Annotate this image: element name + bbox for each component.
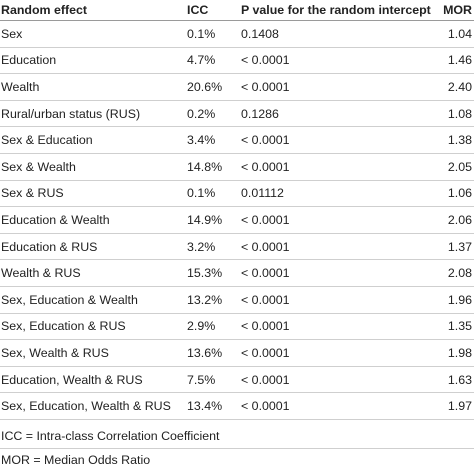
cell-icc: 15.3%	[184, 259, 238, 287]
cell-icc: 13.6%	[184, 339, 238, 367]
cell-random-effect: Sex & Wealth	[0, 153, 184, 181]
cell-p-value: < 0.0001	[238, 366, 440, 394]
cell-icc: 13.4%	[184, 392, 238, 420]
table-row: Education, Wealth & RUS 7.5% < 0.0001 1.63	[0, 366, 474, 394]
cell-icc: 20.6%	[184, 73, 238, 101]
table-row: Wealth & RUS 15.3% < 0.0001 2.08	[0, 259, 474, 287]
cell-p-value: < 0.0001	[238, 126, 440, 154]
cell-p-value: < 0.0001	[238, 153, 440, 181]
cell-mor: 1.04	[440, 20, 474, 48]
cell-p-value: < 0.0001	[238, 313, 440, 341]
cell-mor: 1.98	[440, 339, 474, 367]
table-row: Sex & Education 3.4% < 0.0001 1.38	[0, 126, 474, 154]
cell-random-effect: Sex & RUS	[0, 180, 184, 208]
cell-mor: 1.38	[440, 126, 474, 154]
cell-random-effect: Sex, Education, Wealth & RUS	[0, 392, 184, 420]
cell-mor: 1.63	[440, 366, 474, 394]
cell-mor: 1.96	[440, 286, 474, 314]
header-random-effect: Random effect	[0, 0, 184, 21]
random-effects-table: Random effect ICC P value for the random…	[0, 0, 474, 420]
cell-mor: 1.35	[440, 313, 474, 341]
table-header-row: Random effect ICC P value for the random…	[0, 0, 474, 21]
cell-mor: 1.37	[440, 233, 474, 261]
note-mor: MOR = Median Odds Ratio	[1, 453, 151, 467]
cell-random-effect: Sex, Education & Wealth	[0, 286, 184, 314]
table-row: Sex & RUS 0.1% 0.01112 1.06	[0, 180, 474, 208]
table-row: Education 4.7% < 0.0001 1.46	[0, 47, 474, 75]
table-row: Education & Wealth 14.9% < 0.0001 2.06	[0, 206, 474, 234]
cell-p-value: 0.1408	[238, 20, 440, 48]
cell-icc: 0.1%	[184, 20, 238, 48]
cell-random-effect: Sex, Education & RUS	[0, 313, 184, 341]
cell-random-effect: Sex & Education	[0, 126, 184, 154]
cell-p-value: 0.1286	[238, 100, 440, 128]
cell-icc: 3.2%	[184, 233, 238, 261]
cell-random-effect: Education & RUS	[0, 233, 184, 261]
cell-mor: 1.46	[440, 47, 474, 75]
cell-icc: 0.2%	[184, 100, 238, 128]
cell-p-value: < 0.0001	[238, 206, 440, 234]
cell-icc: 4.7%	[184, 47, 238, 75]
cell-p-value: < 0.0001	[238, 47, 440, 75]
table-row: Sex, Wealth & RUS 13.6% < 0.0001 1.98	[0, 339, 474, 367]
cell-p-value: < 0.0001	[238, 392, 440, 420]
cell-random-effect: Wealth & RUS	[0, 259, 184, 287]
cell-random-effect: Wealth	[0, 73, 184, 101]
cell-random-effect: Rural/urban status (RUS)	[0, 100, 184, 128]
cell-mor: 2.08	[440, 259, 474, 287]
table-row: Education & RUS 3.2% < 0.0001 1.37	[0, 233, 474, 261]
table-row: Sex & Wealth 14.8% < 0.0001 2.05	[0, 153, 474, 181]
cell-icc: 7.5%	[184, 366, 238, 394]
header-mor: MOR	[440, 0, 474, 21]
cell-mor: 2.06	[440, 206, 474, 234]
table-row: Sex, Education & Wealth 13.2% < 0.0001 1.96	[0, 286, 474, 314]
cell-mor: 2.05	[440, 153, 474, 181]
table-row: Rural/urban status (RUS) 0.2% 0.1286 1.08	[0, 100, 474, 128]
table-row: Wealth 20.6% < 0.0001 2.40	[0, 73, 474, 101]
cell-p-value: < 0.0001	[238, 233, 440, 261]
table-notes: ICC = Intra-class Correlation Coefficien…	[0, 425, 474, 472]
cell-mor: 1.06	[440, 180, 474, 208]
cell-random-effect: Sex, Wealth & RUS	[0, 339, 184, 367]
cell-mor: 1.08	[440, 100, 474, 128]
cell-p-value: < 0.0001	[238, 73, 440, 101]
cell-icc: 2.9%	[184, 313, 238, 341]
table-row: Sex, Education & RUS 2.9% < 0.0001 1.35	[0, 313, 474, 341]
cell-icc: 13.2%	[184, 286, 238, 314]
cell-p-value: 0.01112	[238, 180, 440, 208]
header-p-value: P value for the random intercept	[238, 0, 440, 21]
cell-icc: 0.1%	[184, 180, 238, 208]
table-row: Sex 0.1% 0.1408 1.04	[0, 20, 474, 48]
cell-random-effect: Sex	[0, 20, 184, 48]
cell-random-effect: Education, Wealth & RUS	[0, 366, 184, 394]
cell-icc: 14.9%	[184, 206, 238, 234]
cell-icc: 14.8%	[184, 153, 238, 181]
cell-mor: 2.40	[440, 73, 474, 101]
cell-random-effect: Education & Wealth	[0, 206, 184, 234]
cell-p-value: < 0.0001	[238, 259, 440, 287]
cell-p-value: < 0.0001	[238, 286, 440, 314]
cell-mor: 1.97	[440, 392, 474, 420]
cell-p-value: < 0.0001	[238, 339, 440, 367]
table-row: Sex, Education, Wealth & RUS 13.4% < 0.000…	[0, 392, 474, 420]
note-icc: ICC = Intra-class Correlation Coefficien…	[0, 425, 474, 449]
header-icc: ICC	[184, 0, 238, 21]
cell-icc: 3.4%	[184, 126, 238, 154]
cell-random-effect: Education	[0, 47, 184, 75]
